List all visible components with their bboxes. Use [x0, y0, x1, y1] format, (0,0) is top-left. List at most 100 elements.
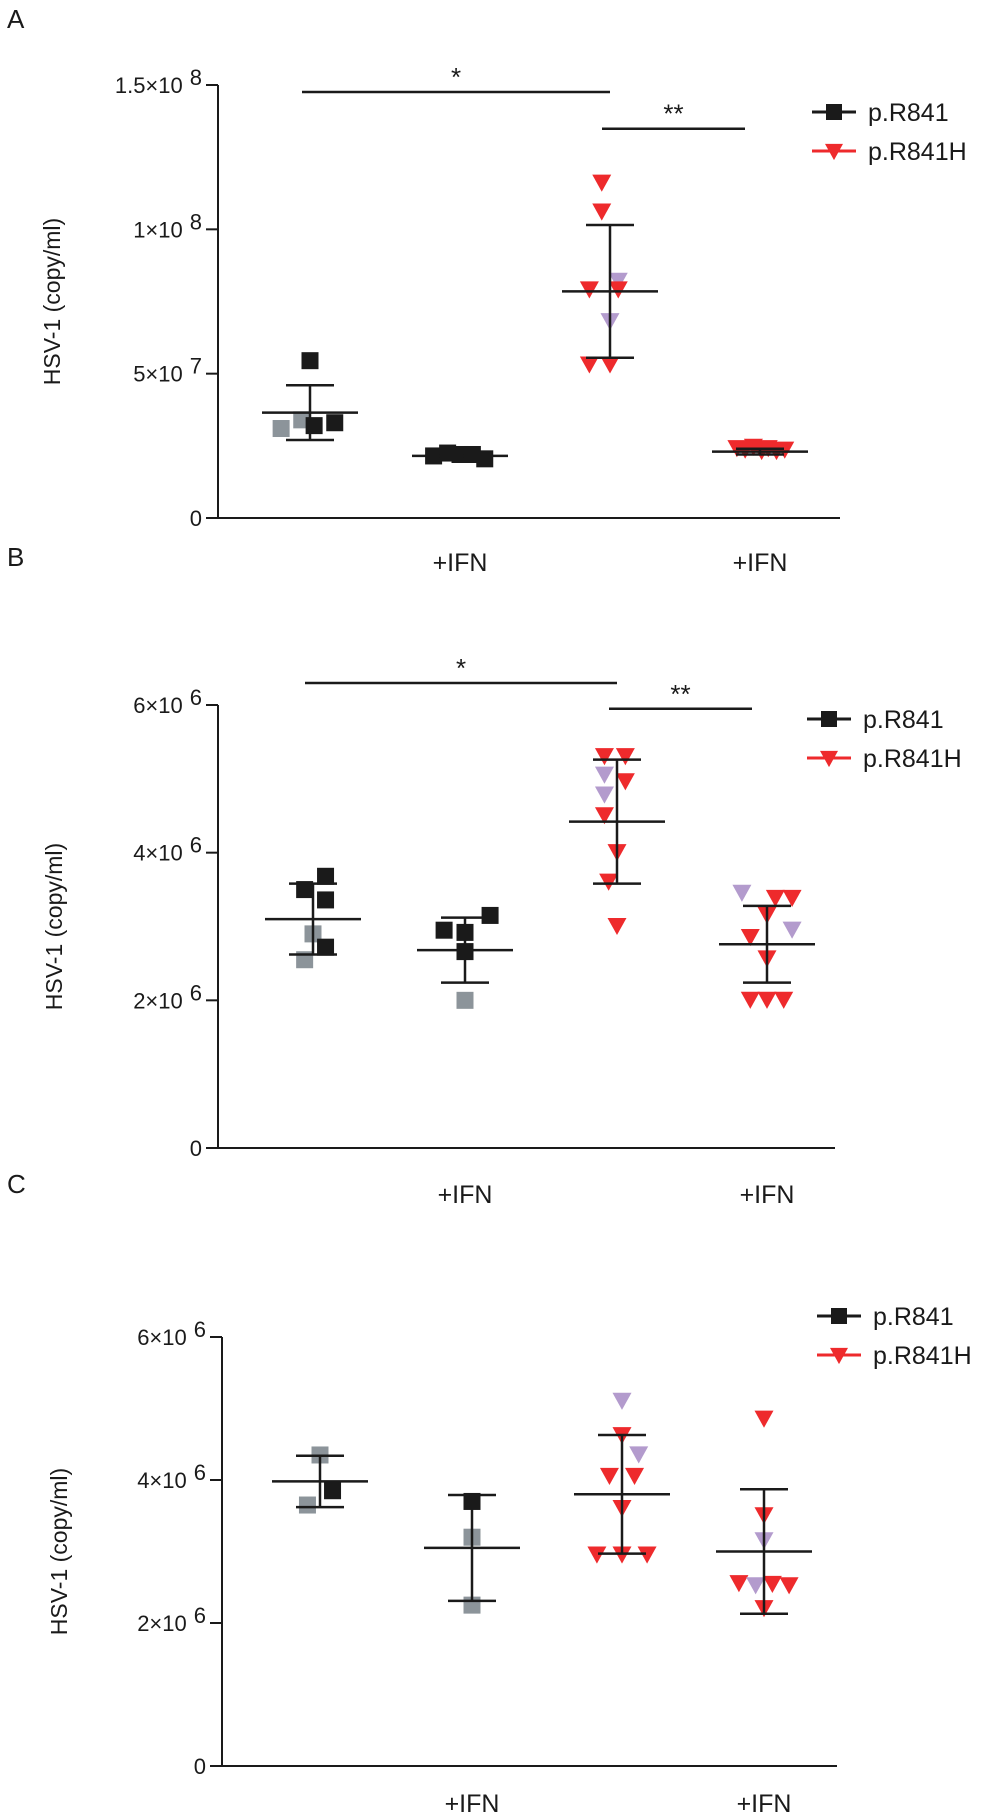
y-tick-exponent: 8 [190, 65, 202, 90]
data-point-triangle [774, 991, 794, 1009]
y-tick-label: 1.5×10 8 [115, 65, 202, 98]
data-point-triangle [599, 873, 619, 891]
data-point-triangle [743, 438, 763, 456]
legend-label: p.R841H [873, 1342, 972, 1370]
x-category-label: +IFN [737, 1790, 792, 1817]
data-point-triangle [594, 766, 614, 784]
legend-label: p.R841 [863, 706, 944, 734]
group-0 [262, 352, 358, 442]
x-category-label: +IFN [433, 549, 488, 577]
y-tick-label: 2×10 6 [133, 980, 202, 1013]
legend-label: p.R841 [868, 99, 949, 127]
data-point-triangle [579, 281, 599, 299]
data-point-square [317, 891, 335, 909]
data-point-square [305, 417, 323, 435]
data-point-triangle [594, 748, 614, 766]
group-2 [569, 748, 665, 936]
group-1 [412, 444, 508, 468]
data-point-triangle [729, 1575, 749, 1593]
data-point-square [296, 881, 314, 899]
legend-marker-square [831, 1308, 847, 1324]
y-tick-mantissa: 4×10 [137, 1468, 187, 1493]
y-tick-label: 6×10 6 [133, 685, 202, 718]
data-point-triangle [757, 991, 777, 1009]
data-point-square [326, 414, 344, 432]
y-tick-exponent: 6 [190, 833, 202, 858]
legend-item: p.R841 [817, 1303, 954, 1331]
legend-item: p.R841H [817, 1342, 972, 1370]
panel-c: C 0 2×10 6 4×10 6 6×10 6 HSV-1 (copy/ml) +IFN +IFN… [7, 1169, 972, 1817]
panel-b: B 0 2×10 6 4×10 6 6×10 6 HSV-1 (copy/ml) +IFN +IFN… [7, 542, 962, 1209]
group-1 [417, 906, 513, 1009]
group-0 [272, 1446, 368, 1514]
data-point-triangle [629, 1446, 649, 1464]
panel-letter: A [7, 4, 25, 34]
data-point-square [324, 1482, 342, 1500]
data-point-triangle [594, 786, 614, 804]
significance-label: * [451, 62, 461, 92]
y-tick-label: 1×10 8 [133, 209, 202, 242]
significance-label: * [456, 653, 466, 683]
group-0 [265, 867, 361, 969]
data-point-triangle [754, 1410, 774, 1428]
data-point-triangle [608, 281, 628, 299]
y-tick-exponent: 6 [190, 980, 202, 1005]
panel-a: A 0 5×10 7 1×10 8 1.5×10 8 HSV-1 (copy/ml) +IFN +I… [7, 4, 967, 577]
y-tick-mantissa: 1.5×10 [115, 73, 183, 98]
data-point-triangle [612, 1392, 632, 1410]
data-point-square [272, 420, 290, 438]
data-point-triangle [612, 1546, 632, 1564]
legend-item: p.R841H [807, 745, 962, 773]
group-3 [719, 884, 815, 1009]
x-category-label: +IFN [445, 1790, 500, 1817]
legend-marker-square [821, 711, 837, 727]
x-category-label: +IFN [740, 1181, 795, 1209]
data-point-square [317, 867, 335, 885]
data-point-triangle [579, 356, 599, 374]
group-1 [424, 1492, 520, 1614]
y-tick-mantissa: 1×10 [133, 217, 183, 242]
data-point-square [301, 352, 319, 370]
group-2 [562, 174, 658, 374]
x-category-label: +IFN [733, 549, 788, 577]
data-point-square [317, 938, 335, 956]
y-tick-mantissa: 2×10 [133, 988, 183, 1013]
y-tick-mantissa: 5×10 [133, 362, 183, 387]
y-tick-mantissa: 6×10 [137, 1325, 187, 1350]
significance-label: ** [670, 679, 690, 709]
data-point-triangle [637, 1546, 657, 1564]
legend-item: p.R841H [812, 138, 967, 166]
group-3 [712, 438, 808, 461]
data-point-triangle [599, 1467, 619, 1485]
data-point-triangle [782, 889, 802, 907]
panel-letter: B [7, 542, 24, 572]
legend-label: p.R841H [868, 138, 967, 166]
y-tick-exponent: 6 [190, 685, 202, 710]
y-tick-label: 0 [194, 1754, 206, 1779]
y-tick-exponent: 8 [190, 209, 202, 234]
y-tick-mantissa: 4×10 [133, 841, 183, 866]
y-tick-mantissa: 0 [190, 1136, 202, 1161]
data-point-square [481, 906, 499, 924]
legend-label: p.R841H [863, 745, 962, 773]
y-tick-mantissa: 0 [194, 1754, 206, 1779]
data-point-square [476, 450, 494, 468]
y-axis-title: HSV-1 (copy/ml) [41, 843, 67, 1010]
y-tick-label: 6×10 6 [137, 1317, 206, 1350]
data-point-triangle [762, 1575, 782, 1593]
y-tick-mantissa: 2×10 [137, 1611, 187, 1636]
legend-marker-triangle [825, 143, 843, 161]
data-point-triangle [592, 174, 612, 192]
y-tick-label: 2×10 6 [137, 1603, 206, 1636]
data-point-square [435, 921, 453, 939]
significance-label: ** [663, 99, 683, 129]
legend-item: p.R841 [812, 99, 949, 127]
legend-label: p.R841 [873, 1303, 954, 1331]
y-tick-exponent: 6 [194, 1603, 206, 1628]
data-point-triangle [782, 921, 802, 939]
y-tick-exponent: 6 [194, 1460, 206, 1485]
data-point-triangle [587, 1546, 607, 1564]
y-tick-label: 4×10 6 [137, 1460, 206, 1493]
data-point-triangle [615, 748, 635, 766]
